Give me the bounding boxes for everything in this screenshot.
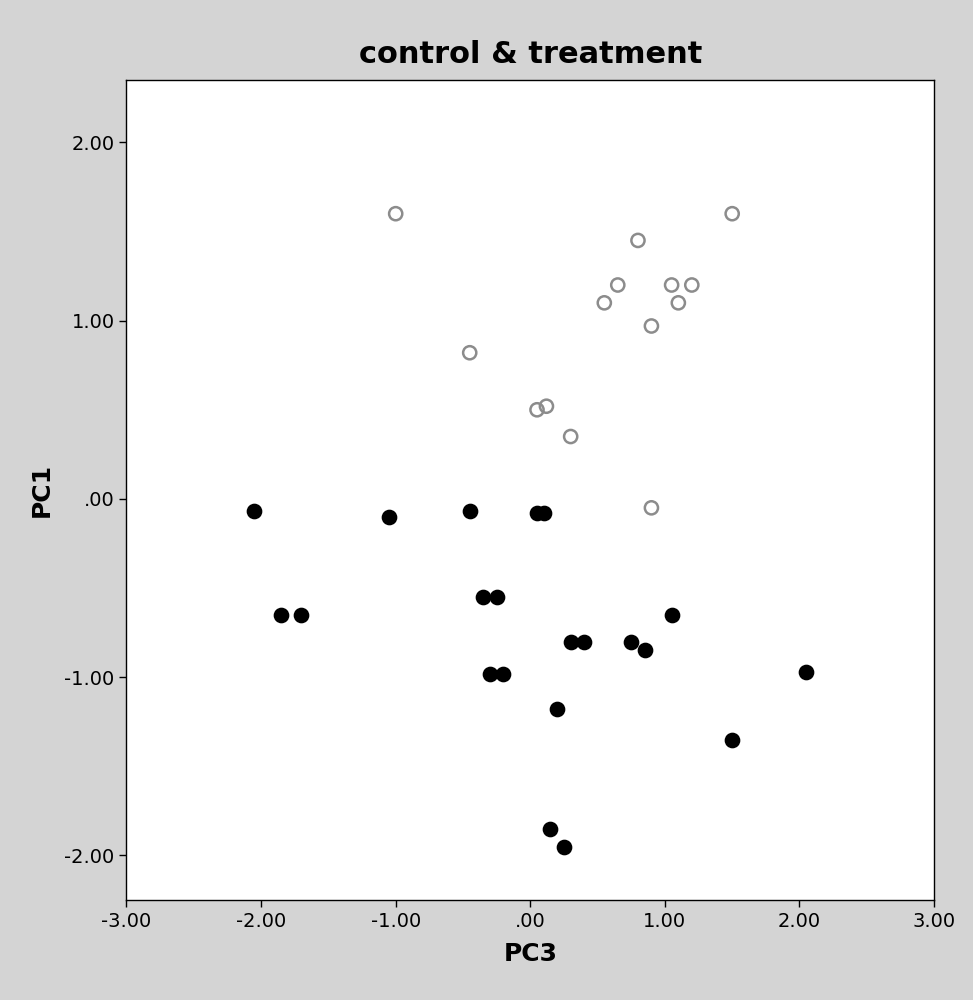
Point xyxy=(644,500,660,516)
Point xyxy=(543,821,559,837)
Point xyxy=(381,509,397,525)
Point xyxy=(664,277,679,293)
Point xyxy=(536,505,552,521)
Point xyxy=(664,607,679,623)
Point xyxy=(550,701,565,717)
Point xyxy=(462,503,478,519)
Point xyxy=(631,232,646,248)
Point xyxy=(596,295,612,311)
Point xyxy=(495,666,511,682)
Point xyxy=(562,634,578,650)
Point xyxy=(644,318,660,334)
Point xyxy=(388,206,404,222)
Point xyxy=(562,429,578,445)
Point xyxy=(724,206,739,222)
Point xyxy=(610,277,626,293)
Point xyxy=(246,503,262,519)
Point xyxy=(724,732,739,748)
Point xyxy=(529,402,545,418)
Y-axis label: PC1: PC1 xyxy=(29,463,54,517)
X-axis label: PC3: PC3 xyxy=(503,942,558,966)
Point xyxy=(273,607,289,623)
Point xyxy=(476,589,491,605)
Point xyxy=(684,277,700,293)
Point xyxy=(462,345,478,361)
Point xyxy=(482,666,497,682)
Point xyxy=(637,642,653,658)
Point xyxy=(799,664,814,680)
Title: control & treatment: control & treatment xyxy=(359,40,702,69)
Point xyxy=(529,505,545,521)
Point xyxy=(539,398,555,414)
Point xyxy=(670,295,686,311)
Point xyxy=(557,839,572,855)
Point xyxy=(294,607,309,623)
Point xyxy=(488,589,504,605)
Point xyxy=(624,634,639,650)
Point xyxy=(576,634,592,650)
